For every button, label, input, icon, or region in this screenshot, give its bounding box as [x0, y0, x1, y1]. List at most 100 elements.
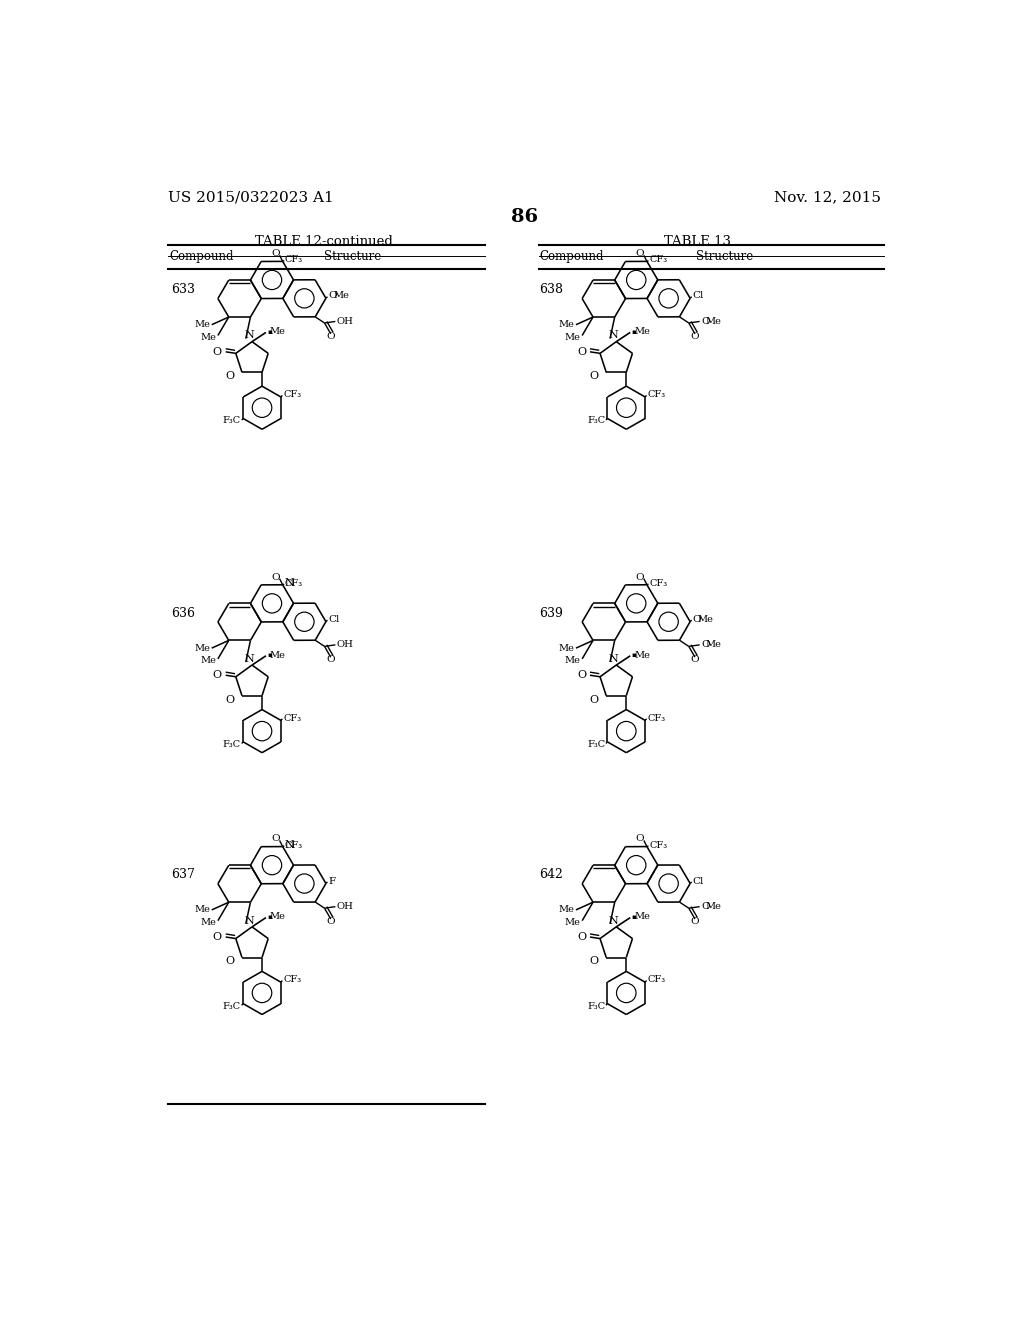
Text: O: O [577, 347, 586, 356]
Text: O: O [701, 902, 710, 911]
Text: ▪: ▪ [267, 327, 272, 335]
Text: O: O [213, 347, 222, 356]
Text: N: N [285, 840, 294, 850]
Text: Me: Me [270, 912, 286, 921]
Text: OH: OH [337, 640, 353, 649]
Text: O: O [327, 331, 335, 341]
Text: O: O [213, 932, 222, 942]
Text: CF₃: CF₃ [285, 841, 303, 850]
Text: Me: Me [634, 327, 650, 337]
Text: O: O [635, 573, 644, 582]
Text: N: N [244, 653, 254, 664]
Text: CF₃: CF₃ [649, 255, 668, 264]
Text: Cl: Cl [329, 615, 340, 624]
Text: N: N [608, 653, 618, 664]
Text: O: O [590, 371, 598, 381]
Text: Structure: Structure [696, 249, 754, 263]
Text: CF₃: CF₃ [285, 255, 303, 264]
Text: O: O [271, 249, 280, 259]
Text: 642: 642 [539, 869, 562, 882]
Text: Me: Me [195, 644, 210, 652]
Text: TABLE 12-continued: TABLE 12-continued [255, 235, 393, 248]
Text: Me: Me [564, 917, 581, 927]
Text: 86: 86 [511, 209, 539, 227]
Text: Me: Me [270, 327, 286, 337]
Text: O: O [590, 694, 598, 705]
Text: F₃C: F₃C [587, 1002, 605, 1011]
Text: F₃C: F₃C [223, 416, 241, 425]
Text: F₃C: F₃C [223, 739, 241, 748]
Text: F₃C: F₃C [587, 416, 605, 425]
Text: ▪: ▪ [632, 327, 637, 335]
Text: N: N [608, 330, 618, 341]
Text: O: O [701, 317, 710, 326]
Text: Me: Me [706, 640, 722, 649]
Text: Nov. 12, 2015: Nov. 12, 2015 [774, 191, 882, 205]
Text: Me: Me [201, 333, 216, 342]
Text: ▪: ▪ [267, 913, 272, 921]
Text: CF₃: CF₃ [647, 975, 666, 985]
Text: O: O [577, 671, 586, 680]
Text: O: O [690, 655, 699, 664]
Text: 636: 636 [171, 607, 196, 619]
Text: Me: Me [706, 902, 722, 911]
Text: F₃C: F₃C [223, 1002, 241, 1011]
Text: 637: 637 [171, 869, 196, 882]
Text: Cl: Cl [692, 876, 703, 886]
Text: CF₃: CF₃ [649, 578, 668, 587]
Text: Me: Me [564, 333, 581, 342]
Text: Me: Me [634, 912, 650, 921]
Text: Me: Me [201, 656, 216, 665]
Text: O: O [590, 957, 598, 966]
Text: O: O [327, 655, 335, 664]
Text: F₃C: F₃C [587, 739, 605, 748]
Text: N: N [608, 916, 618, 925]
Text: Me: Me [558, 644, 574, 652]
Text: Cl: Cl [692, 292, 703, 301]
Text: O: O [577, 932, 586, 942]
Text: 639: 639 [539, 607, 562, 619]
Text: O: O [225, 957, 234, 966]
Text: F: F [329, 876, 335, 886]
Text: CF₃: CF₃ [284, 975, 301, 985]
Text: O: O [690, 917, 699, 925]
Text: O: O [692, 615, 701, 624]
Text: Me: Me [195, 321, 210, 329]
Text: O: O [635, 249, 644, 259]
Text: Me: Me [706, 317, 722, 326]
Text: 633: 633 [171, 284, 196, 296]
Text: ▪: ▪ [267, 651, 272, 659]
Text: CF₃: CF₃ [649, 841, 668, 850]
Text: N: N [285, 578, 294, 589]
Text: Me: Me [698, 615, 714, 624]
Text: CF₃: CF₃ [284, 714, 301, 722]
Text: Me: Me [201, 917, 216, 927]
Text: 638: 638 [539, 284, 563, 296]
Text: Structure: Structure [325, 249, 381, 263]
Text: O: O [701, 640, 710, 649]
Text: OH: OH [337, 902, 353, 911]
Text: N: N [244, 916, 254, 925]
Text: O: O [271, 834, 280, 843]
Text: Me: Me [334, 292, 349, 301]
Text: CF₃: CF₃ [284, 391, 301, 399]
Text: Me: Me [558, 321, 574, 329]
Text: Me: Me [270, 651, 286, 660]
Text: Me: Me [564, 656, 581, 665]
Text: O: O [635, 834, 644, 843]
Text: CF₃: CF₃ [647, 714, 666, 722]
Text: Me: Me [634, 651, 650, 660]
Text: O: O [271, 573, 280, 582]
Text: O: O [225, 371, 234, 381]
Text: O: O [329, 292, 337, 301]
Text: CF₃: CF₃ [647, 391, 666, 399]
Text: ▪: ▪ [632, 651, 637, 659]
Text: O: O [690, 331, 699, 341]
Text: Me: Me [558, 906, 574, 915]
Text: O: O [225, 694, 234, 705]
Text: N: N [244, 330, 254, 341]
Text: O: O [327, 917, 335, 925]
Text: Me: Me [195, 906, 210, 915]
Text: OH: OH [337, 317, 353, 326]
Text: ▪: ▪ [632, 913, 637, 921]
